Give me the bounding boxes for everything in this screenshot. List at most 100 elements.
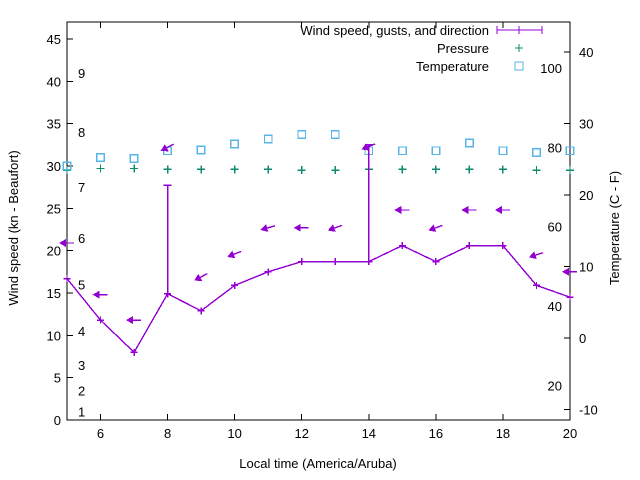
pressure-marker: [566, 166, 574, 175]
temperature-marker: [96, 153, 105, 162]
y-tick-left-label: 15: [47, 286, 61, 301]
beaufort-label: 2: [78, 383, 85, 398]
y-tick-right-label: 10: [579, 259, 593, 274]
wind-speed-point: [566, 293, 574, 301]
beaufort-scale-labels: 1 2 3 4 5 6 7 8 9: [78, 66, 85, 420]
wind-direction-arrow: [194, 272, 208, 281]
fahrenheit-label: 40: [548, 299, 562, 314]
x-tick-label: 10: [227, 426, 241, 441]
y-axis-right-ticks: -10 0 10 20 30 40: [564, 45, 598, 417]
pressure-marker: [297, 166, 306, 175]
y-tick-left-label: 30: [47, 159, 61, 174]
temperature-marker: [263, 134, 273, 144]
y-tick-left-label: 45: [47, 32, 61, 47]
y-tick-left-label: 20: [47, 244, 61, 259]
series-wind-direction-arrows: [59, 143, 577, 325]
wind-direction-arrow: [59, 239, 74, 248]
x-tick-label: 8: [164, 426, 171, 441]
y-tick-right-label: 30: [579, 116, 593, 131]
temperature-marker: [532, 147, 541, 157]
y-axis-right-title: Temperature (C - F): [607, 171, 622, 285]
temperature-marker: [230, 139, 240, 149]
series-gusts: [163, 144, 373, 294]
pressure-marker: [163, 165, 172, 174]
y-tick-right-label: 0: [579, 331, 586, 346]
wind-direction-arrow: [92, 290, 108, 299]
wind-direction-arrow: [394, 205, 410, 214]
pressure-marker: [230, 165, 239, 174]
y-tick-right-label: -10: [579, 402, 598, 417]
fahrenheit-scale-labels: 20 40 60 80 100: [540, 61, 562, 394]
pressure-marker: [465, 165, 474, 174]
beaufort-label: 3: [78, 358, 85, 373]
y-tick-left-label: 10: [47, 328, 61, 343]
pressure-marker: [331, 166, 340, 175]
beaufort-label: 1: [78, 405, 85, 420]
arrow-head: [92, 290, 100, 299]
wind-direction-arrow: [293, 223, 309, 232]
arrow-head: [394, 205, 402, 214]
wind-speed-point: [532, 281, 540, 289]
series-temperature: [62, 130, 575, 171]
beaufort-label: 5: [78, 278, 85, 293]
wind-speed-point: [398, 242, 406, 250]
wind-speed-point: [63, 275, 71, 283]
wind-direction-arrow: [562, 267, 577, 276]
pressure-marker: [130, 164, 139, 173]
y-axis-left-title: Wind speed (kn - Beaufort): [6, 150, 21, 305]
fahrenheit-label: 80: [548, 140, 562, 155]
arrow-head: [160, 144, 169, 152]
beaufort-label: 6: [78, 231, 85, 246]
wind-direction-arrow: [528, 251, 544, 259]
y-tick-left-label: 25: [47, 201, 61, 216]
beaufort-label: 7: [78, 180, 85, 195]
arrow-head: [528, 251, 537, 259]
arrow-head: [59, 239, 66, 248]
fahrenheit-label: 60: [548, 220, 562, 235]
x-tick-label: 6: [97, 426, 104, 441]
arrow-head: [327, 224, 336, 232]
wind-direction-arrow: [160, 143, 175, 152]
x-tick-label: 16: [429, 426, 443, 441]
y-tick-left-label: 35: [47, 117, 61, 132]
temperature-marker: [431, 146, 441, 156]
wind-speed-point: [130, 348, 138, 356]
arrow-head: [428, 224, 437, 232]
arrow-head: [461, 205, 469, 214]
temperature-marker: [129, 153, 139, 163]
wind-direction-arrow: [494, 205, 510, 214]
y-tick-left-label: 40: [47, 74, 61, 89]
temperature-marker: [498, 146, 508, 156]
arrow-head: [494, 205, 502, 214]
fahrenheit-label: 20: [548, 378, 562, 393]
pressure-marker: [498, 165, 507, 174]
wind-direction-arrow: [428, 224, 443, 232]
arrow-head: [562, 267, 569, 276]
arrow-head: [227, 250, 236, 259]
pressure-marker: [96, 164, 105, 173]
wind-direction-arrow: [126, 316, 142, 325]
temperature-marker: [397, 146, 407, 156]
x-tick-label: 14: [362, 426, 376, 441]
x-tick-label: 12: [294, 426, 308, 441]
y-tick-right-label: 40: [579, 45, 593, 60]
wind-direction-arrow: [327, 224, 343, 232]
x-tick-label: 18: [496, 426, 510, 441]
wind-speed-point: [432, 258, 440, 266]
x-tick-label: 20: [563, 426, 577, 441]
arrow-head: [293, 223, 301, 232]
wind-speed-line: [66, 244, 571, 354]
wind-speed-point: [298, 258, 306, 266]
pressure-marker: [264, 165, 273, 174]
legend-square: [514, 61, 524, 71]
beaufort-label: 8: [78, 125, 85, 140]
pressure-marker: [197, 165, 206, 174]
legend-label: Wind speed, gusts, and direction: [300, 23, 489, 38]
wind-speed-point: [331, 258, 339, 266]
wind-speed-point: [465, 242, 473, 250]
pressure-marker: [532, 166, 541, 175]
y-axis-left-ticks: 0 5 10 15 20 25 30 35 40 45: [47, 32, 73, 428]
arrow-head: [126, 316, 134, 325]
